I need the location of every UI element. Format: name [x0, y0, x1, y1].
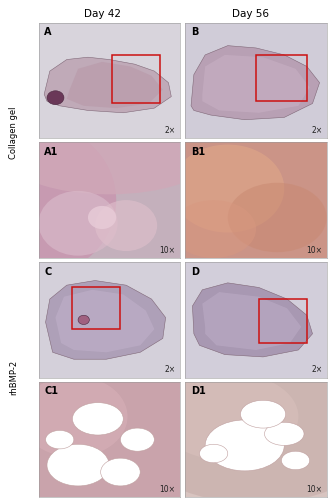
- Ellipse shape: [0, 125, 116, 276]
- Text: A1: A1: [44, 147, 58, 157]
- Text: B1: B1: [191, 147, 205, 157]
- Ellipse shape: [72, 402, 123, 435]
- Ellipse shape: [39, 191, 118, 256]
- Ellipse shape: [20, 376, 128, 457]
- Circle shape: [47, 91, 64, 104]
- Polygon shape: [191, 46, 320, 120]
- Text: D: D: [191, 266, 199, 276]
- Text: C1: C1: [44, 386, 58, 396]
- Ellipse shape: [200, 444, 228, 463]
- Ellipse shape: [228, 183, 327, 252]
- Text: 10×: 10×: [159, 246, 176, 254]
- Ellipse shape: [0, 353, 222, 500]
- Polygon shape: [44, 57, 171, 113]
- Ellipse shape: [171, 144, 284, 233]
- Text: 2×: 2×: [164, 126, 176, 134]
- Ellipse shape: [241, 400, 286, 428]
- Ellipse shape: [100, 458, 140, 486]
- Text: Day 42: Day 42: [84, 9, 121, 19]
- Text: 10×: 10×: [307, 246, 322, 254]
- Text: 2×: 2×: [311, 366, 322, 374]
- Text: rhBMP-2: rhBMP-2: [9, 360, 18, 395]
- Circle shape: [78, 316, 89, 324]
- Ellipse shape: [281, 451, 310, 469]
- Polygon shape: [46, 280, 165, 359]
- Ellipse shape: [265, 422, 304, 446]
- Text: B: B: [191, 27, 198, 37]
- Ellipse shape: [129, 364, 335, 500]
- Polygon shape: [202, 55, 310, 113]
- Ellipse shape: [46, 430, 74, 449]
- Ellipse shape: [95, 200, 157, 251]
- Ellipse shape: [171, 200, 256, 258]
- Polygon shape: [56, 290, 154, 352]
- Ellipse shape: [10, 125, 208, 194]
- Text: Collagen gel: Collagen gel: [9, 106, 18, 159]
- Ellipse shape: [143, 125, 335, 276]
- Bar: [72, 288, 121, 329]
- Polygon shape: [193, 283, 313, 357]
- Text: C: C: [44, 266, 52, 276]
- Bar: [259, 299, 307, 343]
- Text: D1: D1: [191, 386, 206, 396]
- Circle shape: [88, 206, 116, 229]
- Ellipse shape: [205, 420, 284, 471]
- Ellipse shape: [157, 372, 298, 460]
- Text: 2×: 2×: [164, 366, 176, 374]
- Text: 2×: 2×: [311, 126, 322, 134]
- Ellipse shape: [121, 428, 154, 451]
- Text: A: A: [44, 27, 52, 37]
- Ellipse shape: [47, 444, 109, 486]
- Polygon shape: [67, 62, 163, 108]
- Text: 10×: 10×: [159, 485, 176, 494]
- Bar: [112, 55, 160, 104]
- Text: 10×: 10×: [307, 485, 322, 494]
- Polygon shape: [202, 292, 301, 350]
- Bar: [256, 55, 307, 101]
- Text: Day 56: Day 56: [232, 9, 269, 19]
